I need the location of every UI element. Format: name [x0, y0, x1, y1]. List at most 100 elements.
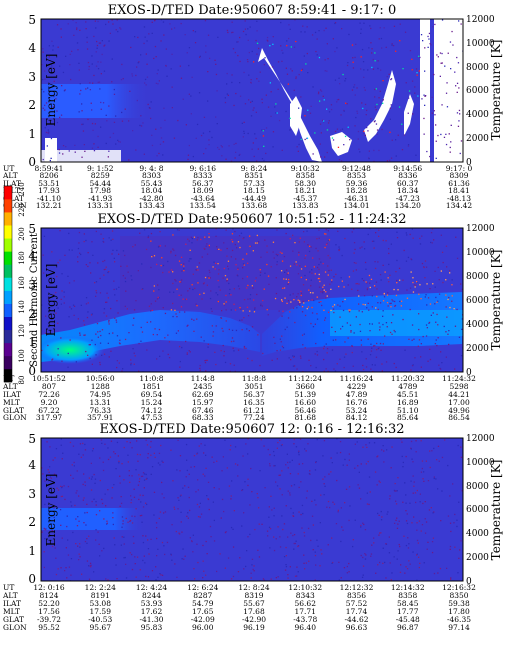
speckle: [137, 484, 140, 486]
speckle: [233, 104, 235, 107]
speckle: [429, 358, 432, 361]
speckle: [405, 502, 407, 504]
speckle: [363, 76, 365, 78]
speckle: [422, 502, 424, 505]
speckle: [60, 524, 62, 526]
info-cell: 17.80: [448, 607, 470, 616]
speckle: [69, 339, 71, 341]
speckle: [133, 309, 136, 311]
info-cell: 807: [42, 382, 57, 391]
speckle: [272, 36, 274, 38]
speckle: [83, 522, 85, 524]
speckle: [329, 283, 331, 285]
speckle: [298, 450, 300, 452]
speckle: [336, 438, 338, 440]
speckle: [366, 503, 369, 505]
speckle: [115, 319, 117, 321]
speckle: [326, 151, 328, 154]
speckle: [270, 578, 272, 580]
ytick-label-right: 10000: [466, 39, 495, 49]
speckle: [61, 85, 63, 87]
speckle: [244, 20, 246, 22]
speckle: [148, 33, 150, 35]
speckle: [231, 241, 234, 243]
speckle: [189, 509, 191, 512]
speckle: [130, 495, 132, 497]
speckle: [282, 310, 284, 312]
panel-2-ylabel: Energy [eV]: [44, 264, 58, 337]
speckle: [261, 129, 263, 131]
speckle: [243, 264, 245, 266]
speckle: [87, 118, 89, 121]
info-cell: 8287: [193, 591, 212, 600]
speckle: [282, 528, 284, 531]
speckle: [68, 282, 71, 284]
speckle: [421, 460, 424, 462]
panel-1-nodata-region: [330, 132, 352, 156]
speckle: [382, 264, 384, 266]
speckle: [269, 547, 271, 549]
speckle: [100, 233, 102, 235]
speckle: [197, 516, 200, 518]
speckle: [435, 321, 437, 323]
speckle: [251, 285, 253, 287]
speckle: [194, 287, 196, 290]
speckle: [249, 26, 251, 28]
speckle: [234, 446, 237, 448]
speckle: [146, 477, 148, 480]
speckle: [298, 454, 300, 456]
speckle: [210, 308, 212, 310]
speckle: [233, 350, 235, 352]
speckle: [292, 515, 295, 517]
speckle: [94, 20, 96, 22]
speckle: [80, 304, 82, 306]
speckle: [378, 38, 380, 40]
speckle: [374, 345, 376, 347]
speckle: [247, 298, 249, 300]
speckle: [110, 239, 112, 241]
speckle: [231, 233, 234, 235]
info-row-label: ALT: [2, 591, 18, 600]
speckle: [417, 542, 419, 544]
info-cell: 11:16:24: [340, 374, 374, 383]
speckle: [111, 230, 114, 232]
speckle: [265, 94, 267, 96]
info-cell: 60.37: [397, 179, 419, 188]
speckle: [287, 577, 289, 579]
speckle: [164, 553, 166, 556]
speckle: [131, 568, 134, 571]
speckle: [221, 327, 223, 330]
panel-2-yticks-left: 0 1 2 3 4 5: [28, 222, 36, 378]
speckle: [323, 494, 325, 496]
speckle: [290, 485, 293, 487]
speckle: [125, 290, 127, 292]
speckle: [51, 359, 53, 361]
speckle: [452, 44, 454, 46]
speckle: [128, 474, 130, 477]
speckle: [447, 333, 449, 335]
speckle: [204, 236, 206, 238]
speckle: [302, 344, 304, 346]
speckle: [117, 30, 119, 33]
speckle: [87, 87, 89, 89]
panel-2-band-right-core: [330, 310, 463, 336]
speckle: [167, 334, 169, 336]
speckle: [47, 129, 49, 131]
speckle: [379, 561, 381, 564]
speckle: [269, 465, 271, 467]
speckle: [133, 542, 135, 544]
speckle: [196, 543, 198, 545]
speckle: [93, 150, 96, 152]
speckle: [115, 29, 117, 31]
speckle: [264, 487, 266, 489]
speckle: [97, 531, 99, 533]
speckle: [296, 575, 298, 577]
speckle: [285, 564, 287, 566]
speckle: [94, 123, 96, 125]
speckle: [92, 254, 94, 256]
speckle: [340, 160, 343, 162]
speckle: [175, 280, 177, 282]
speckle: [331, 279, 333, 281]
speckle: [290, 301, 292, 303]
speckle: [329, 257, 331, 259]
